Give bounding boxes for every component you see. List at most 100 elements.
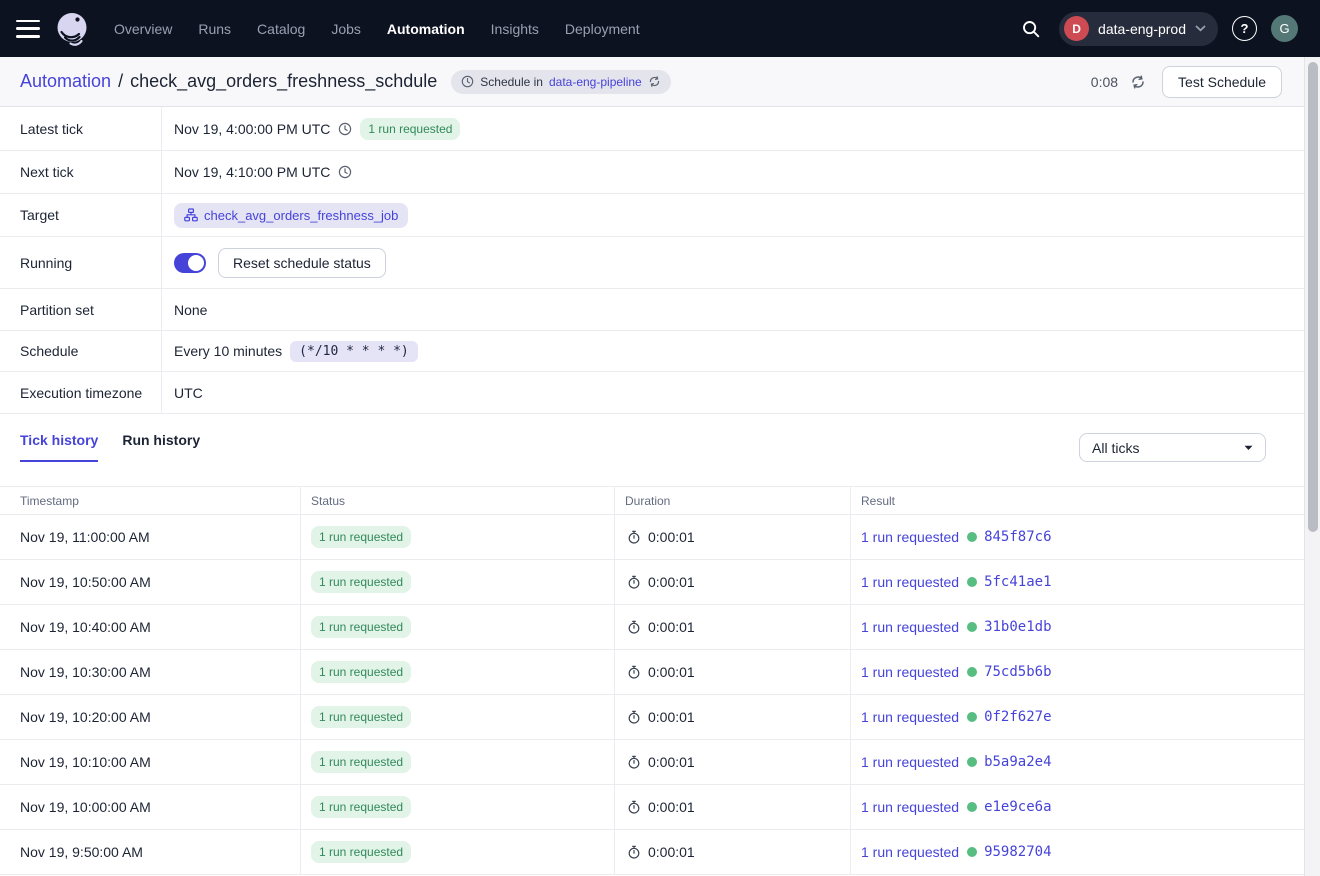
tick-duration: 0:00:01: [648, 529, 695, 545]
tab-run-history[interactable]: Run history: [122, 432, 201, 448]
latest-tick-value: Nov 19, 4:00:00 PM UTC: [174, 120, 331, 137]
stopwatch-icon: [627, 530, 641, 544]
search-icon[interactable]: [1017, 15, 1045, 43]
refresh-icon[interactable]: [1130, 74, 1146, 90]
tick-status-badge: 1 run requested: [360, 117, 461, 140]
nav-item-deployment[interactable]: Deployment: [564, 20, 640, 37]
dagster-logo-icon[interactable]: [52, 9, 92, 49]
tick-status-badge: 1 run requested: [311, 796, 412, 818]
detail-label: Next tick: [0, 151, 162, 193]
table-row: Nov 19, 10:00:00 AM 1 run requested 0:00…: [0, 785, 1304, 830]
nav-item-overview[interactable]: Overview: [114, 20, 173, 37]
tick-timestamp: Nov 19, 11:00:00 AM: [20, 529, 150, 545]
tick-duration: 0:00:01: [648, 754, 695, 770]
detail-row-target: Target check_avg_orders_freshness_job: [0, 194, 1304, 237]
sync-icon: [649, 76, 659, 87]
tick-status-badge: 1 run requested: [311, 751, 412, 773]
caret-down-icon: [1244, 445, 1253, 450]
run-id-link[interactable]: 31b0e1db: [984, 619, 1052, 635]
result-status-link[interactable]: 1 run requested: [861, 574, 960, 590]
tick-filter-select[interactable]: All ticks: [1079, 433, 1266, 462]
vertical-scrollbar[interactable]: [1304, 57, 1320, 876]
page-header: Automation / check_avg_orders_freshness_…: [0, 57, 1304, 107]
tick-duration: 0:00:01: [648, 664, 695, 680]
workspace-switcher[interactable]: D data-eng-prod: [1059, 11, 1218, 46]
nav-item-automation[interactable]: Automation: [386, 20, 465, 37]
breadcrumb-automation-link[interactable]: Automation: [20, 71, 112, 91]
run-id-link[interactable]: 845f87c6: [984, 529, 1052, 545]
clock-icon: [338, 122, 352, 136]
result-status-link[interactable]: 1 run requested: [861, 844, 960, 860]
tick-timestamp: Nov 19, 10:00:00 AM: [20, 799, 151, 815]
reset-schedule-status-button[interactable]: Reset schedule status: [218, 247, 386, 278]
table-row: Nov 19, 10:10:00 AM 1 run requested 0:00…: [0, 740, 1304, 785]
scrollbar-thumb[interactable]: [1308, 62, 1318, 532]
detail-label: Execution timezone: [0, 372, 162, 413]
schedule-in-label: Schedule in: [480, 74, 543, 89]
tick-status-badge: 1 run requested: [311, 616, 412, 638]
clock-icon: [338, 165, 352, 179]
column-header-duration: Duration: [614, 487, 850, 514]
nav-item-catalog[interactable]: Catalog: [257, 20, 306, 37]
stopwatch-icon: [627, 710, 641, 724]
nav-item-runs[interactable]: Runs: [198, 20, 232, 37]
tick-timestamp: Nov 19, 10:30:00 AM: [20, 664, 151, 680]
hamburger-menu-icon[interactable]: [16, 19, 40, 38]
stopwatch-icon: [627, 755, 641, 769]
schedule-location-badge: Schedule in data-eng-pipeline: [451, 69, 671, 94]
tick-status-badge: 1 run requested: [311, 526, 412, 548]
breadcrumb-separator: /: [118, 71, 124, 91]
run-status-dot: [967, 667, 978, 677]
run-id-link[interactable]: 95982704: [984, 844, 1052, 860]
tick-status-badge: 1 run requested: [311, 706, 412, 728]
stopwatch-icon: [627, 800, 641, 814]
table-row: Nov 19, 10:20:00 AM 1 run requested 0:00…: [0, 695, 1304, 740]
detail-row-running: Running Reset schedule status: [0, 237, 1304, 289]
detail-row-latest-tick: Latest tick Nov 19, 4:00:00 PM UTC 1 run…: [0, 107, 1304, 151]
clock-icon: [461, 75, 474, 88]
tab-tick-history[interactable]: Tick history: [20, 432, 99, 462]
target-job-link[interactable]: check_avg_orders_freshness_job: [174, 202, 409, 228]
run-id-link[interactable]: b5a9a2e4: [984, 754, 1052, 770]
column-header-result: Result: [850, 487, 1304, 514]
top-nav: Overview Runs Catalog Jobs Automation In…: [0, 0, 1320, 57]
page-title: check_avg_orders_freshness_schdule: [130, 71, 438, 91]
workspace-avatar: D: [1064, 16, 1090, 41]
detail-row-timezone: Execution timezone UTC: [0, 372, 1304, 414]
nav-item-insights[interactable]: Insights: [490, 20, 539, 37]
timezone-value: UTC: [174, 384, 203, 401]
detail-label: Running: [0, 237, 162, 288]
detail-row-next-tick: Next tick Nov 19, 4:10:00 PM UTC: [0, 151, 1304, 194]
tick-duration: 0:00:01: [648, 799, 695, 815]
run-id-link[interactable]: 0f2f627e: [984, 709, 1052, 725]
help-icon[interactable]: ?: [1232, 16, 1257, 41]
detail-label: Latest tick: [0, 107, 162, 150]
run-id-link[interactable]: 5fc41ae1: [984, 574, 1052, 590]
detail-label: Target: [0, 194, 162, 236]
result-status-link[interactable]: 1 run requested: [861, 619, 960, 635]
tick-duration: 0:00:01: [648, 619, 695, 635]
running-toggle[interactable]: [174, 252, 206, 273]
table-header-row: Timestamp Status Duration Result: [0, 487, 1304, 515]
nav-item-jobs[interactable]: Jobs: [331, 20, 361, 37]
stopwatch-icon: [627, 620, 641, 634]
result-status-link[interactable]: 1 run requested: [861, 754, 960, 770]
stopwatch-icon: [627, 575, 641, 589]
schedule-description: Every 10 minutes: [174, 343, 283, 359]
run-status-dot: [967, 712, 978, 722]
table-row: Nov 19, 11:00:00 AM 1 run requested 0:00…: [0, 515, 1304, 560]
result-status-link[interactable]: 1 run requested: [861, 709, 960, 725]
run-id-link[interactable]: 75cd5b6b: [984, 664, 1052, 680]
user-avatar[interactable]: G: [1271, 15, 1298, 42]
detail-row-partition-set: Partition set None: [0, 289, 1304, 331]
tick-timestamp: Nov 19, 9:50:00 AM: [20, 844, 143, 860]
nav-menu: Overview Runs Catalog Jobs Automation In…: [114, 21, 640, 37]
chevron-down-icon: [1195, 25, 1206, 32]
result-status-link[interactable]: 1 run requested: [861, 664, 960, 680]
test-schedule-button[interactable]: Test Schedule: [1162, 65, 1282, 98]
run-id-link[interactable]: e1e9ce6a: [984, 799, 1052, 815]
pipeline-link[interactable]: data-eng-pipeline: [548, 74, 642, 89]
cron-expression: (*/10 * * * *): [290, 340, 418, 362]
result-status-link[interactable]: 1 run requested: [861, 799, 960, 815]
result-status-link[interactable]: 1 run requested: [861, 529, 960, 545]
